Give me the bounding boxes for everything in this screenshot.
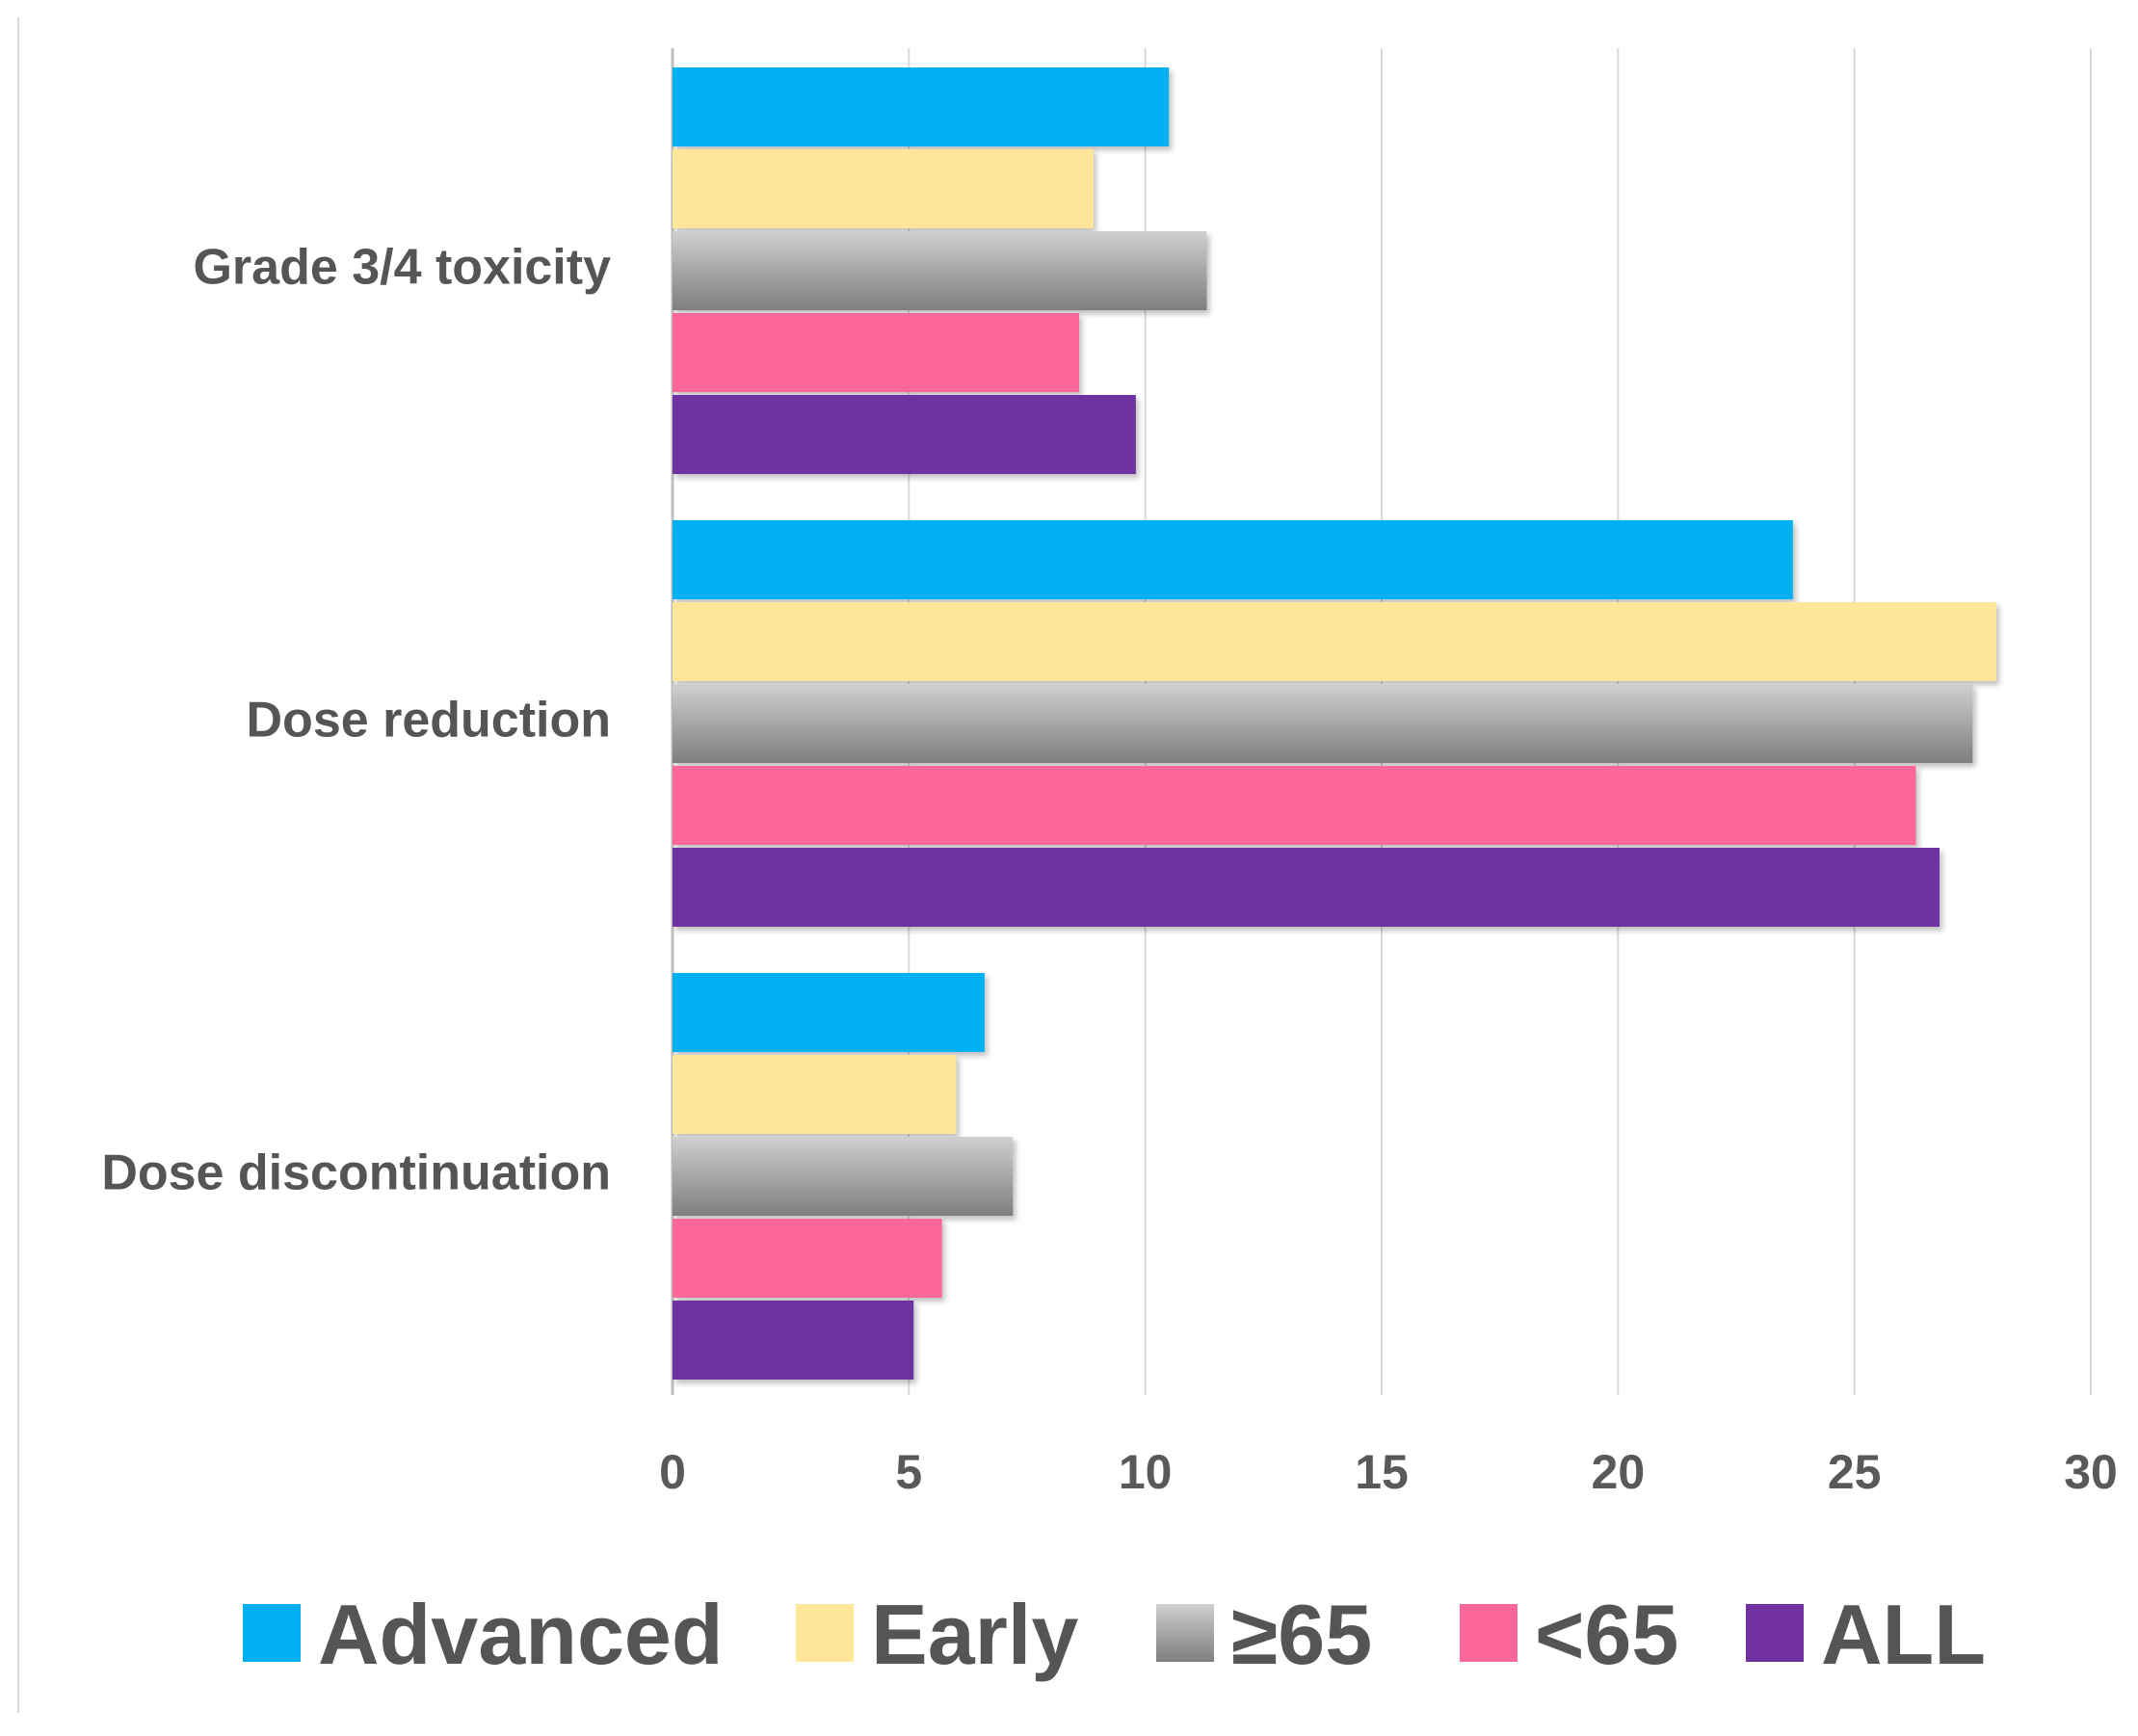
x-tick-label: 30	[2064, 1445, 2118, 1499]
category-labels: Grade 3/4 toxicity Dose reduction Dose dis…	[101, 240, 611, 1201]
bar-2-0	[673, 973, 985, 1052]
bar-1-2	[673, 684, 1973, 763]
x-tick-label: 5	[895, 1445, 922, 1499]
bar-0-0	[673, 67, 1170, 146]
category-label: Grade 3/4 toxicity	[193, 240, 611, 296]
bar-1-3	[673, 766, 1916, 845]
bar-2-4	[673, 1301, 914, 1380]
x-tick-label: 25	[1828, 1445, 1882, 1499]
bar-2-2	[673, 1137, 1014, 1216]
chart-frame	[17, 17, 2120, 1713]
legend-label: Early	[871, 1587, 1078, 1682]
bar-0-3	[673, 313, 1079, 392]
legend-swatch-0	[243, 1604, 301, 1662]
legend-label: ALL	[1821, 1587, 1986, 1682]
legend-label: <65	[1535, 1587, 1678, 1682]
legend-swatch-2	[1156, 1604, 1214, 1662]
bar-1-1	[673, 602, 1996, 681]
bar-0-2	[673, 231, 1207, 310]
legend-swatch-3	[1460, 1604, 1518, 1662]
bar-0-4	[673, 395, 1136, 474]
bar-0-1	[673, 149, 1094, 228]
category-label: Dose reduction	[247, 693, 612, 749]
bar-1-0	[673, 520, 1793, 599]
x-axis-ticks: 0 5 10 15 20 25 30	[659, 1445, 2118, 1499]
category-label: Dose discontinuation	[101, 1145, 611, 1201]
bar-1-4	[673, 848, 1940, 927]
legend-swatch-4	[1746, 1604, 1804, 1662]
legend-swatch-1	[796, 1604, 854, 1662]
bar-2-3	[673, 1219, 942, 1298]
x-tick-label: 15	[1355, 1445, 1409, 1499]
legend: Advanced Early ≥65 <65 ALL	[243, 1587, 1986, 1682]
x-tick-label: 0	[659, 1445, 686, 1499]
legend-label: Advanced	[318, 1587, 724, 1682]
x-tick-label: 20	[1592, 1445, 1646, 1499]
bar-2-1	[673, 1055, 957, 1134]
legend-label: ≥65	[1231, 1587, 1372, 1682]
x-tick-label: 10	[1119, 1445, 1173, 1499]
bars	[673, 67, 1996, 1380]
